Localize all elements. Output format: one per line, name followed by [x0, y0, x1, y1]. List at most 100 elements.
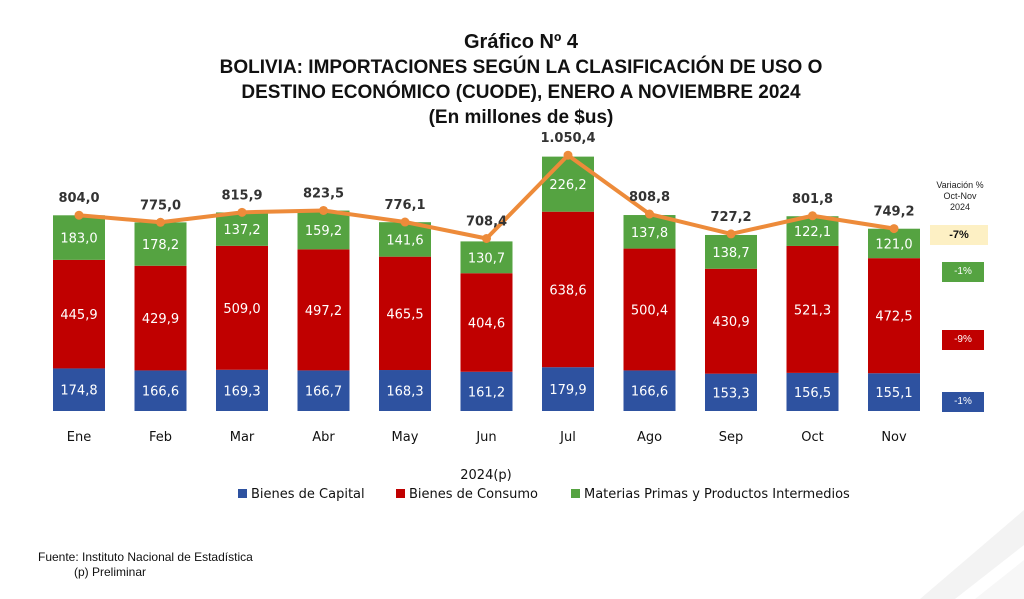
bar-label-consumo-2: 509,0	[223, 302, 260, 317]
variation-panel: Variación % Oct-Nov 2024 -7% -1% -9% -1%	[925, 180, 995, 412]
bar-consumo-1	[134, 265, 187, 371]
bar-label-capital-9: 156,5	[794, 386, 831, 401]
bar-capital-3	[297, 370, 350, 411]
bar-label-consumo-3: 497,2	[305, 304, 342, 319]
bar-consumo-7	[623, 248, 676, 371]
total-point-6	[563, 150, 573, 160]
bar-label-materias-5: 130,7	[468, 251, 505, 266]
bar-label-consumo-1: 429,9	[142, 312, 179, 327]
variation-bienes-capital-badge: -1%	[942, 392, 984, 412]
bar-label-consumo-0: 445,9	[60, 308, 97, 323]
total-label-5: 708,4	[466, 215, 507, 230]
bar-capital-9	[786, 372, 839, 411]
legend-label-materias: Materias Primas y Productos Intermedios	[584, 487, 850, 502]
bar-label-capital-5: 161,2	[468, 385, 505, 400]
bar-label-capital-8: 153,3	[712, 386, 749, 401]
x-tick-label-2: Mar	[230, 430, 255, 445]
chart-title: Gráfico Nº 4	[463, 31, 578, 53]
bar-label-materias-0: 183,0	[60, 232, 97, 247]
bar-materias-10	[868, 228, 920, 259]
bar-label-consumo-9: 521,3	[794, 303, 831, 318]
bar-consumo-4	[379, 256, 431, 371]
corner-decoration	[920, 510, 1024, 599]
bar-label-capital-7: 166,6	[631, 385, 668, 400]
x-tick-label-1: Feb	[149, 430, 172, 445]
bar-materias-0	[53, 215, 105, 260]
bar-label-consumo-7: 500,4	[631, 304, 668, 319]
variation-header: Variación % Oct-Nov 2024	[925, 180, 995, 213]
bar-consumo-8	[705, 268, 757, 374]
bar-materias-8	[705, 234, 757, 269]
bar-label-capital-2: 169,3	[223, 384, 260, 399]
bar-consumo-10	[868, 258, 920, 374]
total-point-4	[400, 217, 410, 227]
x-tick-label-3: Abr	[312, 430, 335, 445]
bar-capital-10	[868, 373, 920, 411]
total-label-1: 775,0	[140, 198, 181, 213]
bar-label-consumo-6: 638,6	[549, 283, 586, 298]
legend-swatch-capital	[238, 489, 247, 498]
total-label-4: 776,1	[384, 198, 425, 213]
bar-capital-1	[134, 370, 187, 411]
total-point-1	[156, 217, 165, 227]
bar-label-capital-6: 179,9	[549, 383, 586, 398]
variation-header-line1: Variación %	[936, 180, 984, 190]
x-axis-label: 2024(p)	[460, 468, 511, 483]
bar-capital-5	[460, 371, 513, 411]
bar-materias-5	[460, 241, 513, 274]
legend-label-consumo: Bienes de Consumo	[409, 487, 538, 502]
bar-capital-7	[623, 370, 676, 411]
bar-capital-4	[379, 370, 431, 411]
total-label-10: 749,2	[873, 205, 914, 220]
bar-label-materias-6: 226,2	[549, 178, 586, 193]
source-footer: Fuente: Instituto Nacional de Estadístic…	[38, 550, 253, 580]
x-tick-label-8: Sep	[719, 430, 744, 445]
bar-consumo-2	[216, 245, 268, 370]
chart-subtitle-line2: DESTINO ECONÓMICO (CUODE), ENERO A NOVIE…	[241, 82, 801, 103]
total-point-7	[645, 209, 654, 219]
chart-title-block: Gráfico Nº 4 BOLIVIA: IMPORTACIONES SEGÚ…	[0, 30, 1024, 130]
total-label-2: 815,9	[221, 188, 262, 203]
total-point-8	[726, 229, 736, 239]
bar-materias-3	[297, 210, 350, 250]
legend-swatch-materias	[571, 489, 580, 498]
bar-label-materias-10: 121,0	[875, 237, 912, 252]
total-point-2	[237, 207, 247, 217]
bar-label-capital-10: 155,1	[875, 386, 912, 401]
total-label-0: 804,0	[58, 191, 99, 206]
variation-header-line3: 2024	[949, 202, 971, 212]
variation-total-badge: -7%	[930, 225, 988, 245]
total-label-9: 801,8	[792, 192, 833, 207]
bar-capital-2	[216, 369, 268, 411]
preliminary-note: (p) Preliminar	[74, 565, 147, 579]
x-tick-label-10: Nov	[881, 430, 907, 445]
legend-swatch-consumo	[396, 489, 405, 498]
total-point-0	[74, 210, 84, 220]
x-tick-label-5: Jun	[475, 430, 496, 445]
x-tick-label-6: Jul	[559, 430, 576, 445]
bar-materias-2	[216, 212, 268, 246]
x-tick-label-7: Ago	[637, 430, 662, 445]
bar-label-consumo-10: 472,5	[875, 310, 912, 325]
bar-label-capital-3: 166,7	[305, 385, 342, 400]
total-point-9	[808, 211, 817, 221]
bar-label-capital-0: 174,8	[60, 384, 97, 399]
bar-consumo-6	[542, 211, 594, 368]
bar-label-capital-1: 166,6	[142, 385, 179, 400]
total-point-10	[889, 224, 899, 234]
bar-label-materias-8: 138,7	[712, 246, 749, 261]
bar-label-materias-1: 178,2	[142, 238, 179, 253]
bar-consumo-3	[297, 249, 350, 371]
chart-units: (En millones de $us)	[428, 107, 614, 128]
total-label-6: 1.050,4	[540, 131, 595, 146]
bar-capital-0	[53, 368, 105, 411]
total-label-8: 727,2	[710, 210, 751, 225]
bar-consumo-9	[786, 245, 839, 373]
bar-materias-4	[379, 222, 431, 257]
bar-label-materias-7: 137,8	[631, 226, 668, 241]
variation-bienes-consumo-badge: -9%	[942, 330, 984, 350]
bar-materias-1	[134, 222, 187, 266]
total-point-3	[319, 205, 328, 215]
x-tick-label-4: May	[392, 430, 419, 445]
bar-label-consumo-5: 404,6	[468, 316, 505, 331]
